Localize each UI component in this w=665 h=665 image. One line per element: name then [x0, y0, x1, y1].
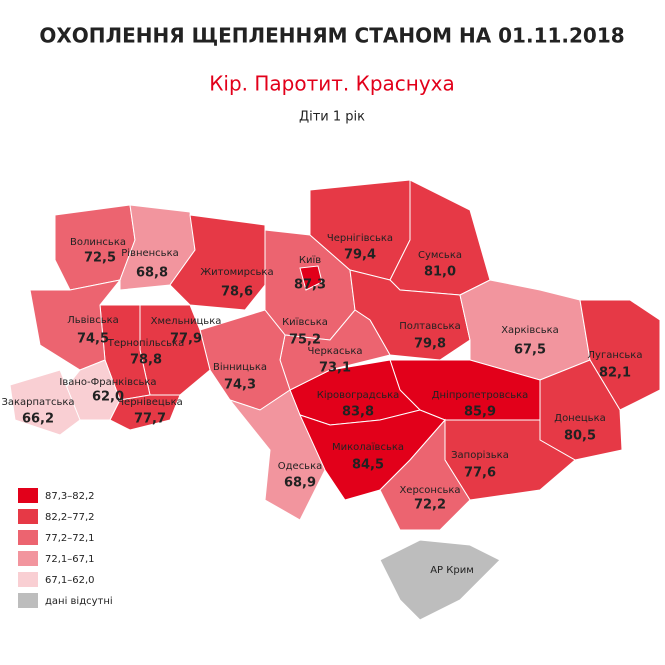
- legend-swatch: [18, 551, 38, 566]
- region-value: 81,0: [424, 265, 456, 280]
- region-shape: [9, 369, 81, 436]
- region-name: Хмельницька: [151, 316, 222, 327]
- region-name: Рівненська: [121, 247, 179, 259]
- region-value: 68,8: [136, 266, 168, 281]
- region-value: 82,1: [599, 366, 631, 381]
- region-shape: [379, 539, 501, 621]
- region-name: Дніпропетровська: [432, 389, 529, 401]
- region-name: Київська: [282, 317, 328, 328]
- region-name: Харківська: [501, 324, 559, 336]
- region-name: Сумська: [418, 250, 462, 261]
- legend-label: 82,2–77,2: [45, 512, 95, 523]
- region-value: 83,8: [342, 405, 374, 420]
- region-name: Вінницька: [213, 361, 267, 373]
- region-name: Донецька: [554, 413, 606, 424]
- legend-label: 67,1–62,0: [45, 575, 95, 586]
- region-name: Закарпатська: [1, 397, 74, 408]
- region-name: Запорізька: [451, 449, 509, 461]
- region-name: Тернопільська: [107, 337, 184, 349]
- region-name: Львівська: [67, 314, 119, 326]
- legend-label: 72,1–67,1: [45, 554, 95, 565]
- region-value: 84,5: [352, 458, 384, 473]
- region-name: Волинська: [70, 237, 126, 248]
- legend-swatch: [18, 488, 38, 503]
- region-value: 85,9: [464, 405, 496, 420]
- region-shape: [379, 418, 471, 531]
- region-value: 67,5: [514, 343, 546, 358]
- region-value: 77,9: [170, 332, 202, 347]
- region-value: 68,9: [284, 476, 316, 491]
- labels: Волинська 72,5 Рівненська 68,8 Житомирська 78…: [1, 232, 642, 576]
- title: ОХОПЛЕННЯ ЩЕПЛЕННЯМ СТАНОМ НА 01.11.2018: [39, 24, 624, 48]
- region-value: 73,1: [319, 361, 351, 376]
- region-value: 74,3: [224, 378, 256, 393]
- region-value: 77,7: [134, 412, 166, 427]
- region-value: 75,2: [289, 333, 321, 348]
- legend-swatch: [18, 509, 38, 524]
- region-shape: [29, 279, 122, 371]
- region-name: Кіровоградська: [317, 389, 400, 401]
- region-value: 78,8: [130, 353, 162, 368]
- region-name: Київ: [299, 255, 321, 266]
- region-value: 72,2: [414, 498, 446, 513]
- region-name: Луганська: [588, 350, 643, 361]
- region-value: 87,3: [294, 278, 326, 293]
- region-value: 74,5: [77, 332, 109, 347]
- legend-label: 77,2–72,1: [45, 533, 95, 544]
- region-name: Чернівецька: [117, 396, 183, 408]
- region-name: Чернігівська: [327, 232, 393, 244]
- regions: [9, 179, 661, 621]
- region-name: Одеська: [278, 461, 323, 472]
- region-value: 79,8: [414, 337, 446, 352]
- region-value: 78,6: [221, 285, 253, 300]
- region-name: Миколаївська: [332, 442, 404, 453]
- legend: 87,3–82,2 82,2–77,2 77,2–72,1 72,1–67,1 67,1…: [18, 488, 113, 608]
- legend-label: 87,3–82,2: [45, 491, 95, 502]
- region-value: 72,5: [84, 251, 116, 266]
- region-name: Полтавська: [399, 321, 460, 332]
- region-name: Житомирська: [200, 267, 273, 278]
- region-name: Черкаська: [307, 346, 362, 357]
- region-value: 77,6: [464, 466, 496, 481]
- region-shape: [299, 265, 323, 291]
- group: Діти 1 рік: [299, 110, 365, 125]
- legend-swatch: [18, 530, 38, 545]
- region-value: 79,4: [344, 248, 376, 263]
- legend-swatch: [18, 572, 38, 587]
- region-value: 62,0: [92, 390, 124, 405]
- region-value: 80,5: [564, 429, 596, 444]
- region-name: Івано-Франківська: [59, 376, 156, 388]
- region-shape: [109, 394, 181, 431]
- subtitle: Кір. Паротит. Краснуха: [209, 72, 455, 96]
- legend-label: дані відсутні: [45, 595, 113, 607]
- region-value: 66,2: [22, 412, 54, 427]
- region-name: Херсонська: [399, 485, 460, 496]
- legend-swatch: [18, 593, 38, 608]
- region-name: АР Крим: [430, 565, 474, 576]
